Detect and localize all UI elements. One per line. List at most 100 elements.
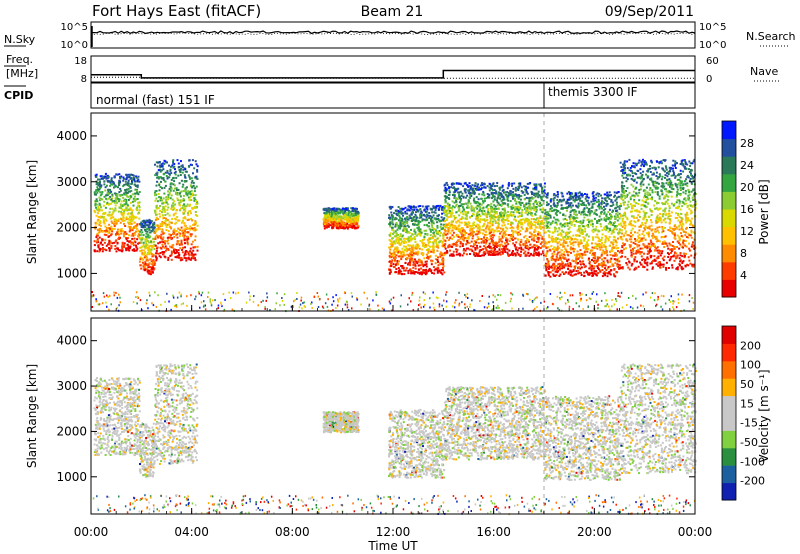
echo-cell bbox=[146, 270, 149, 273]
echo-cell bbox=[402, 214, 404, 217]
echo-cell bbox=[97, 189, 100, 192]
echo-cell bbox=[464, 191, 467, 194]
echo-cell bbox=[353, 223, 356, 225]
echo-cell bbox=[527, 202, 530, 205]
echo-cell bbox=[114, 247, 117, 250]
echo-cell bbox=[472, 190, 475, 193]
echo-cell bbox=[476, 244, 478, 247]
echo-cell bbox=[532, 224, 535, 227]
echo-cell bbox=[159, 166, 162, 169]
echo-cell bbox=[447, 239, 450, 242]
echo-cell bbox=[190, 181, 193, 184]
echo-cell bbox=[185, 186, 188, 189]
echo-cell bbox=[501, 186, 504, 189]
echo-cell bbox=[160, 240, 163, 243]
echo-cell bbox=[444, 220, 447, 223]
echo-cell bbox=[139, 258, 142, 261]
echo-cell bbox=[445, 188, 448, 191]
echo-cell bbox=[170, 165, 172, 168]
echo-cell bbox=[540, 211, 543, 213]
echo-cell bbox=[485, 215, 488, 218]
echo-cell bbox=[523, 221, 526, 224]
echo-cell bbox=[535, 184, 538, 187]
echo-cell bbox=[182, 183, 185, 186]
echo-cell bbox=[122, 230, 125, 233]
echo-cell bbox=[535, 235, 538, 238]
echo-cell bbox=[506, 187, 509, 190]
echo-cell bbox=[449, 212, 452, 214]
echo-cell bbox=[480, 249, 483, 251]
echo-cell bbox=[164, 214, 167, 216]
echo-cell bbox=[457, 187, 460, 190]
echo-cell bbox=[497, 216, 500, 219]
echo-cell bbox=[147, 226, 150, 228]
echo-cell bbox=[169, 226, 172, 229]
echo-cell bbox=[118, 233, 121, 236]
echo-cell bbox=[484, 186, 487, 189]
echo-cell bbox=[474, 248, 477, 251]
echo-cell bbox=[403, 245, 406, 248]
echo-cell bbox=[395, 222, 398, 224]
echo-cell bbox=[180, 167, 183, 170]
echo-cell bbox=[194, 220, 197, 223]
echo-cell bbox=[478, 250, 481, 253]
echo-cell bbox=[612, 238, 615, 241]
echo-cell bbox=[604, 248, 607, 250]
echo-cell bbox=[183, 256, 186, 259]
echo-cell bbox=[193, 190, 196, 193]
echo-cell bbox=[486, 193, 489, 195]
echo-cell bbox=[414, 241, 417, 243]
echo-cell bbox=[127, 187, 130, 190]
echo-cell bbox=[487, 204, 490, 206]
echo-cell bbox=[323, 227, 326, 230]
echo-cell bbox=[96, 200, 99, 203]
echo-cell bbox=[355, 212, 358, 215]
echo-cell bbox=[168, 220, 171, 223]
nsearch-trace bbox=[90, 32, 696, 35]
echo-cell bbox=[179, 257, 182, 260]
echo-cell bbox=[136, 179, 139, 182]
echo-cell bbox=[388, 255, 391, 258]
echo-cell bbox=[148, 262, 151, 265]
echo-cell bbox=[345, 218, 348, 221]
echo-cell bbox=[510, 205, 513, 208]
echo-cell bbox=[122, 177, 125, 180]
echo-cell bbox=[138, 260, 141, 263]
echo-cell bbox=[411, 233, 414, 236]
echo-cell bbox=[389, 246, 392, 249]
echo-cell bbox=[163, 192, 166, 195]
echo-cell bbox=[147, 221, 150, 224]
echo-cell bbox=[137, 230, 140, 233]
echo-cell bbox=[489, 222, 492, 225]
echo-cell bbox=[146, 259, 149, 262]
echo-cell bbox=[179, 247, 182, 250]
echo-cell bbox=[331, 207, 334, 210]
echo-cell bbox=[187, 196, 190, 199]
echo-cell bbox=[191, 179, 194, 182]
echo-cell bbox=[405, 247, 408, 250]
echo-cell bbox=[172, 208, 175, 211]
echo-cell bbox=[533, 234, 536, 237]
echo-cell bbox=[548, 210, 551, 213]
echo-cell bbox=[415, 216, 418, 219]
echo-cell bbox=[147, 233, 150, 236]
echo-cell bbox=[192, 181, 195, 184]
echo-cell bbox=[409, 258, 412, 261]
echo-cell bbox=[400, 242, 403, 245]
echo-cell bbox=[354, 220, 357, 222]
echo-cell bbox=[516, 249, 519, 252]
echo-cell bbox=[492, 200, 495, 203]
echo-cell bbox=[518, 201, 521, 204]
echo-cell bbox=[192, 246, 195, 249]
echo-cell bbox=[133, 221, 136, 224]
echo-cell bbox=[536, 237, 539, 240]
echo-cell bbox=[393, 260, 396, 263]
echo-cell bbox=[401, 234, 404, 237]
echo-cell bbox=[530, 233, 533, 235]
echo-cell bbox=[191, 192, 194, 195]
echo-cell bbox=[108, 243, 111, 246]
echo-cell bbox=[537, 204, 540, 207]
echo-cell bbox=[350, 212, 353, 215]
echo-cell bbox=[183, 236, 186, 239]
echo-cell bbox=[413, 263, 416, 266]
